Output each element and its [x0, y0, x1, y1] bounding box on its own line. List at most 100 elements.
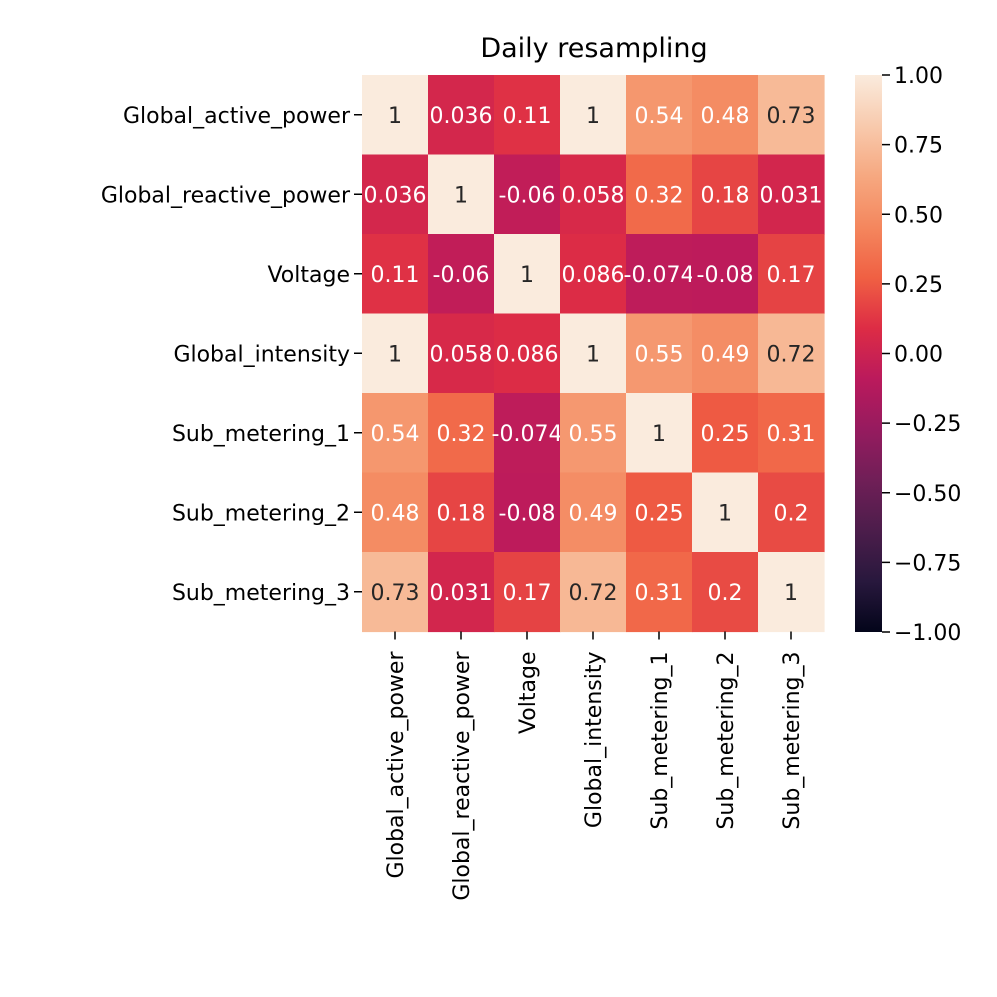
cell-annotation-5-4: 0.25 [635, 501, 684, 526]
cell-annotation-0-0: 1 [388, 104, 402, 129]
x-tick-label-4: Sub_metering_1 [648, 652, 673, 830]
cell-annotation-1-3: 0.058 [562, 183, 625, 208]
colorbar-tick-label-7: −0.75 [894, 551, 961, 576]
cell-annotation-3-3: 1 [586, 342, 600, 367]
heatmap-cell-5-0 [362, 472, 429, 553]
heatmap-cell-6-1 [428, 552, 495, 633]
cell-annotation-1-2: -0.06 [499, 183, 556, 208]
x-axis: Global_active_power Global_reactive_power… [384, 631, 805, 901]
y-tick-label-0: Global_active_power [123, 104, 351, 129]
cell-annotation-3-4: 0.55 [635, 342, 684, 367]
chart-title: Daily resampling [480, 33, 707, 64]
colorbar-tick-label-3: 0.25 [894, 273, 943, 298]
cell-annotation-3-0: 1 [388, 342, 402, 367]
heatmap-cell-6-6 [758, 552, 825, 633]
colorbar-tick-label-4: 0.00 [894, 343, 943, 368]
colorbar-tick-label-8: −1.00 [894, 621, 961, 646]
heatmap-cell-6-5 [692, 552, 759, 633]
heatmap-cell-3-3 [560, 313, 627, 394]
heatmap-cell-0-6 [758, 75, 825, 156]
heatmap-cell-1-3 [560, 154, 627, 235]
cell-annotation-4-1: 0.32 [437, 422, 486, 447]
x-tick-label-0: Global_active_power [384, 651, 409, 879]
heatmap-cell-6-4 [626, 552, 693, 633]
cell-annotation-1-0: 0.036 [364, 183, 427, 208]
heatmap-cell-1-0 [362, 154, 429, 235]
cell-annotation-0-2: 0.11 [503, 104, 552, 129]
heatmap-cell-6-0 [362, 552, 429, 633]
cell-annotation-3-6: 0.72 [767, 342, 816, 367]
heatmap-cell-1-4 [626, 154, 693, 235]
heatmap-cell-6-3 [560, 552, 627, 633]
heatmap-cell-2-2 [494, 234, 561, 315]
x-tick-label-1: Global_reactive_power [450, 651, 475, 901]
colorbar-tick-label-0: 1.00 [894, 64, 943, 89]
heatmap-cell-2-3 [560, 234, 627, 315]
heatmap-cell-2-1 [428, 234, 495, 315]
cell-annotation-4-4: 1 [652, 422, 666, 447]
y-tick-label-2: Voltage [267, 263, 350, 288]
cell-annotation-0-3: 1 [586, 104, 600, 129]
heatmap-cells: 1 0.036 0.11 1 0.54 0.48 0.730.036 1 -0.06 0.058 0… [362, 75, 825, 633]
cell-annotation-4-3: 0.55 [569, 422, 618, 447]
cell-annotation-6-4: 0.31 [635, 581, 684, 606]
heatmap-cell-0-5 [692, 75, 759, 156]
cell-annotation-4-2: -0.074 [492, 422, 563, 447]
x-tick-label-2: Voltage [516, 652, 541, 735]
heatmap-cell-4-2 [494, 393, 561, 474]
heatmap-cell-1-6 [758, 154, 825, 235]
colorbar-tick-label-1: 0.75 [894, 134, 943, 159]
heatmap-cell-2-4 [626, 234, 693, 315]
cell-annotation-3-5: 0.49 [701, 342, 750, 367]
cell-annotation-1-1: 1 [454, 183, 468, 208]
cell-annotation-5-5: 1 [718, 501, 732, 526]
cell-annotation-6-2: 0.17 [503, 581, 552, 606]
cell-annotation-5-2: -0.08 [499, 501, 556, 526]
cell-annotation-2-6: 0.17 [767, 263, 816, 288]
cell-annotation-1-4: 0.32 [635, 183, 684, 208]
cell-annotation-2-3: 0.086 [562, 263, 625, 288]
heatmap-cell-4-5 [692, 393, 759, 474]
x-tick-label-6: Sub_metering_3 [780, 652, 805, 830]
x-tick-label-5: Sub_metering_2 [714, 652, 739, 830]
cell-annotation-2-5: -0.08 [697, 263, 754, 288]
heatmap-cell-3-4 [626, 313, 693, 394]
cell-annotation-2-0: 0.11 [371, 263, 420, 288]
cell-annotation-6-6: 1 [784, 581, 798, 606]
colorbar: 1.00 0.75 0.50 0.25 0.00 −0.25 −0.50 −0.75 −1.00 [855, 64, 961, 646]
cell-annotation-6-1: 0.031 [430, 581, 493, 606]
heatmap-cell-3-1 [428, 313, 495, 394]
heatmap-cell-4-4 [626, 393, 693, 474]
heatmap-cell-4-3 [560, 393, 627, 474]
heatmap-cell-6-2 [494, 552, 561, 633]
heatmap-cell-5-5 [692, 472, 759, 553]
y-tick-label-4: Sub_metering_1 [172, 422, 350, 447]
x-tick-label-3: Global_intensity [582, 652, 607, 829]
heatmap-cell-4-1 [428, 393, 495, 474]
cell-annotation-4-0: 0.54 [371, 422, 420, 447]
y-tick-label-5: Sub_metering_2 [172, 501, 350, 526]
cell-annotation-2-2: 1 [520, 263, 534, 288]
heatmap-cell-3-0 [362, 313, 429, 394]
heatmap-cell-3-2 [494, 313, 561, 394]
y-tick-label-3: Global_intensity [173, 342, 350, 367]
cell-annotation-5-6: 0.2 [774, 501, 809, 526]
cell-annotation-1-6: 0.031 [760, 183, 823, 208]
heatmap-cell-3-6 [758, 313, 825, 394]
colorbar-tick-label-2: 0.50 [894, 203, 943, 228]
cell-annotation-5-3: 0.49 [569, 501, 618, 526]
heatmap-cell-4-0 [362, 393, 429, 474]
cell-annotation-4-5: 0.25 [701, 422, 750, 447]
heatmap-cell-1-5 [692, 154, 759, 235]
heatmap-cell-2-6 [758, 234, 825, 315]
heatmap-cell-5-3 [560, 472, 627, 553]
cell-annotation-1-5: 0.18 [701, 183, 750, 208]
heatmap-cell-1-2 [494, 154, 561, 235]
cell-annotation-5-1: 0.18 [437, 501, 486, 526]
cell-annotation-3-1: 0.058 [430, 342, 493, 367]
colorbar-gradient [855, 75, 882, 632]
colorbar-tick-label-5: −0.25 [894, 412, 961, 437]
cell-annotation-2-4: -0.074 [624, 263, 695, 288]
cell-annotation-2-1: -0.06 [433, 263, 490, 288]
